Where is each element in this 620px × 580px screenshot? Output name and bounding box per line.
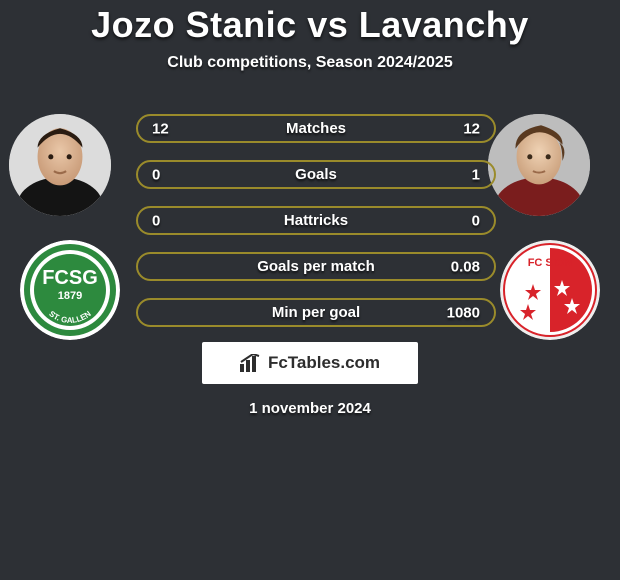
stat-left-value: 0 <box>152 166 160 183</box>
club-left-text: FCSG <box>42 267 98 289</box>
stat-row: 0 Hattricks 0 <box>136 206 496 235</box>
site-logo: FcTables.com <box>202 342 418 384</box>
stat-label: Goals per match <box>257 258 375 275</box>
club-right-text: FC SION <box>528 257 573 269</box>
subtitle: Club competitions, Season 2024/2025 <box>0 54 620 72</box>
stat-row: Min per goal 1080 <box>136 298 496 327</box>
stats-bars: 12 Matches 12 0 Goals 1 0 Hattricks 0 Go… <box>136 114 496 344</box>
stat-left-value: 0 <box>152 212 160 229</box>
stat-label: Min per goal <box>272 304 360 321</box>
player-left-avatar <box>9 114 111 216</box>
date-label: 1 november 2024 <box>0 400 620 417</box>
club-left-badge: FCSG 1879 ST. GALLEN <box>20 240 120 340</box>
stat-right-value: 1 <box>472 166 480 183</box>
stat-left-value: 12 <box>152 120 169 137</box>
stat-right-value: 0 <box>472 212 480 229</box>
stat-row: 0 Goals 1 <box>136 160 496 189</box>
club-right-badge: FC SION <box>500 240 600 340</box>
page-title: Jozo Stanic vs Lavanchy <box>0 4 620 46</box>
stat-right-value: 12 <box>463 120 480 137</box>
stat-right-value: 1080 <box>447 304 480 321</box>
comparison-panel: FCSG 1879 ST. GALLEN FC SION <box>0 100 620 340</box>
stat-label: Goals <box>295 166 337 183</box>
stat-row: 12 Matches 12 <box>136 114 496 143</box>
stat-label: Matches <box>286 120 346 137</box>
chart-icon <box>240 354 262 372</box>
club-left-year: 1879 <box>58 290 82 302</box>
stat-label: Hattricks <box>284 212 348 229</box>
player-right-avatar <box>488 114 590 216</box>
stat-right-value: 0.08 <box>451 258 480 275</box>
site-name: FcTables.com <box>268 353 380 373</box>
stat-row: Goals per match 0.08 <box>136 252 496 281</box>
